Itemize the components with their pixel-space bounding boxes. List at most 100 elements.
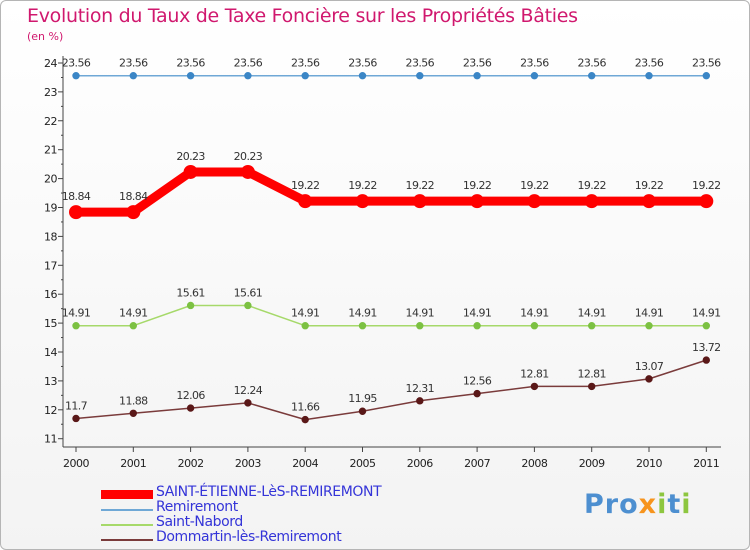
data-point bbox=[530, 322, 539, 330]
x-tick-label: 2005 bbox=[350, 457, 376, 470]
series-line bbox=[75, 304, 708, 327]
y-tick-label: 20 bbox=[44, 173, 57, 186]
data-label: 11.7 bbox=[65, 399, 88, 412]
y-tick-label: 16 bbox=[44, 288, 57, 301]
x-tick-label: 2011 bbox=[693, 457, 719, 470]
data-point bbox=[412, 194, 427, 209]
data-point bbox=[183, 164, 198, 179]
data-label: 14.91 bbox=[406, 307, 435, 320]
data-point bbox=[588, 72, 596, 80]
y-tick-label: 22 bbox=[44, 115, 57, 128]
data-point bbox=[72, 322, 80, 330]
data-label: 12.24 bbox=[234, 384, 263, 397]
data-label: 11.88 bbox=[119, 394, 148, 407]
data-label: 12.56 bbox=[463, 375, 492, 388]
data-point bbox=[186, 404, 195, 412]
data-point bbox=[358, 407, 367, 415]
data-point bbox=[301, 322, 309, 330]
data-point bbox=[645, 322, 653, 330]
legend-swatch bbox=[101, 509, 153, 511]
data-label: 12.81 bbox=[577, 367, 606, 380]
data-label: 19.22 bbox=[692, 179, 721, 192]
y-tick-label: 14 bbox=[44, 346, 57, 359]
data-point bbox=[473, 389, 481, 398]
data-point bbox=[702, 72, 710, 80]
y-tick-label: 11 bbox=[44, 433, 57, 446]
data-point bbox=[473, 72, 481, 80]
data-label: 23.56 bbox=[119, 57, 148, 70]
data-label: 23.56 bbox=[635, 57, 664, 70]
data-label: 19.22 bbox=[348, 179, 377, 192]
y-tick-label: 17 bbox=[44, 259, 57, 272]
data-label: 13.07 bbox=[635, 360, 664, 373]
legend-swatch bbox=[101, 524, 153, 526]
data-label: 19.22 bbox=[577, 179, 606, 192]
data-label: 19.22 bbox=[463, 179, 492, 192]
x-tick-label: 2004 bbox=[292, 457, 318, 470]
data-point bbox=[69, 205, 83, 220]
data-point bbox=[699, 194, 714, 209]
data-point bbox=[702, 356, 710, 364]
data-point bbox=[470, 194, 485, 209]
data-label: 11.66 bbox=[291, 401, 320, 414]
data-label: 18.84 bbox=[62, 190, 91, 203]
data-label: 23.56 bbox=[291, 57, 320, 70]
data-label: 14.91 bbox=[692, 307, 721, 320]
data-label: 15.61 bbox=[176, 286, 205, 299]
data-point bbox=[355, 194, 370, 209]
series-line bbox=[75, 359, 708, 421]
x-tick-label: 2008 bbox=[521, 457, 547, 470]
data-point bbox=[126, 205, 141, 220]
data-point bbox=[584, 194, 599, 209]
data-label: 14.91 bbox=[62, 307, 91, 320]
logo-part: Pro bbox=[584, 489, 639, 520]
data-label: 15.61 bbox=[234, 286, 263, 299]
data-point bbox=[645, 72, 653, 80]
data-point bbox=[645, 375, 653, 383]
data-label: 23.56 bbox=[692, 57, 721, 70]
data-label: 14.91 bbox=[291, 307, 320, 320]
logo-part: i bbox=[657, 489, 668, 520]
data-label: 20.23 bbox=[234, 150, 263, 163]
data-point bbox=[301, 72, 309, 80]
data-point bbox=[129, 409, 138, 417]
data-point bbox=[473, 322, 481, 330]
data-point bbox=[244, 399, 252, 407]
legend-label: Dommartin-lès-Remiremont bbox=[156, 529, 342, 545]
data-label: 12.06 bbox=[176, 389, 205, 402]
data-label: 20.23 bbox=[176, 150, 205, 163]
data-point bbox=[416, 397, 424, 405]
data-point bbox=[186, 301, 195, 310]
data-label: 18.84 bbox=[119, 190, 148, 203]
data-label: 23.56 bbox=[348, 57, 377, 70]
data-point bbox=[530, 72, 539, 80]
legend-swatch bbox=[101, 539, 153, 541]
logo-part: x bbox=[638, 489, 658, 520]
y-tick-label: 15 bbox=[44, 317, 57, 330]
data-label: 19.22 bbox=[406, 179, 435, 192]
data-point bbox=[72, 72, 80, 80]
data-label: 14.91 bbox=[119, 307, 148, 320]
series-line bbox=[71, 167, 711, 217]
legend-label: Remiremont bbox=[156, 499, 238, 515]
data-point bbox=[642, 194, 656, 209]
data-point bbox=[244, 301, 252, 310]
data-point bbox=[244, 72, 252, 80]
data-label: 13.72 bbox=[692, 341, 721, 354]
unit-label: (en %) bbox=[27, 30, 64, 43]
y-tick-label: 24 bbox=[44, 57, 57, 70]
data-label: 23.56 bbox=[520, 57, 549, 70]
x-tick-label: 2001 bbox=[120, 457, 146, 470]
data-label: 19.22 bbox=[635, 179, 664, 192]
data-point bbox=[588, 382, 596, 391]
y-tick-label: 18 bbox=[44, 230, 57, 243]
x-tick-label: 2000 bbox=[63, 457, 89, 470]
data-label: 23.56 bbox=[577, 57, 606, 70]
data-point bbox=[129, 72, 138, 80]
proxiti-logo: Proxiti bbox=[584, 489, 692, 520]
logo-part: i bbox=[681, 489, 692, 520]
data-point bbox=[129, 322, 138, 330]
data-label: 14.91 bbox=[635, 307, 664, 320]
